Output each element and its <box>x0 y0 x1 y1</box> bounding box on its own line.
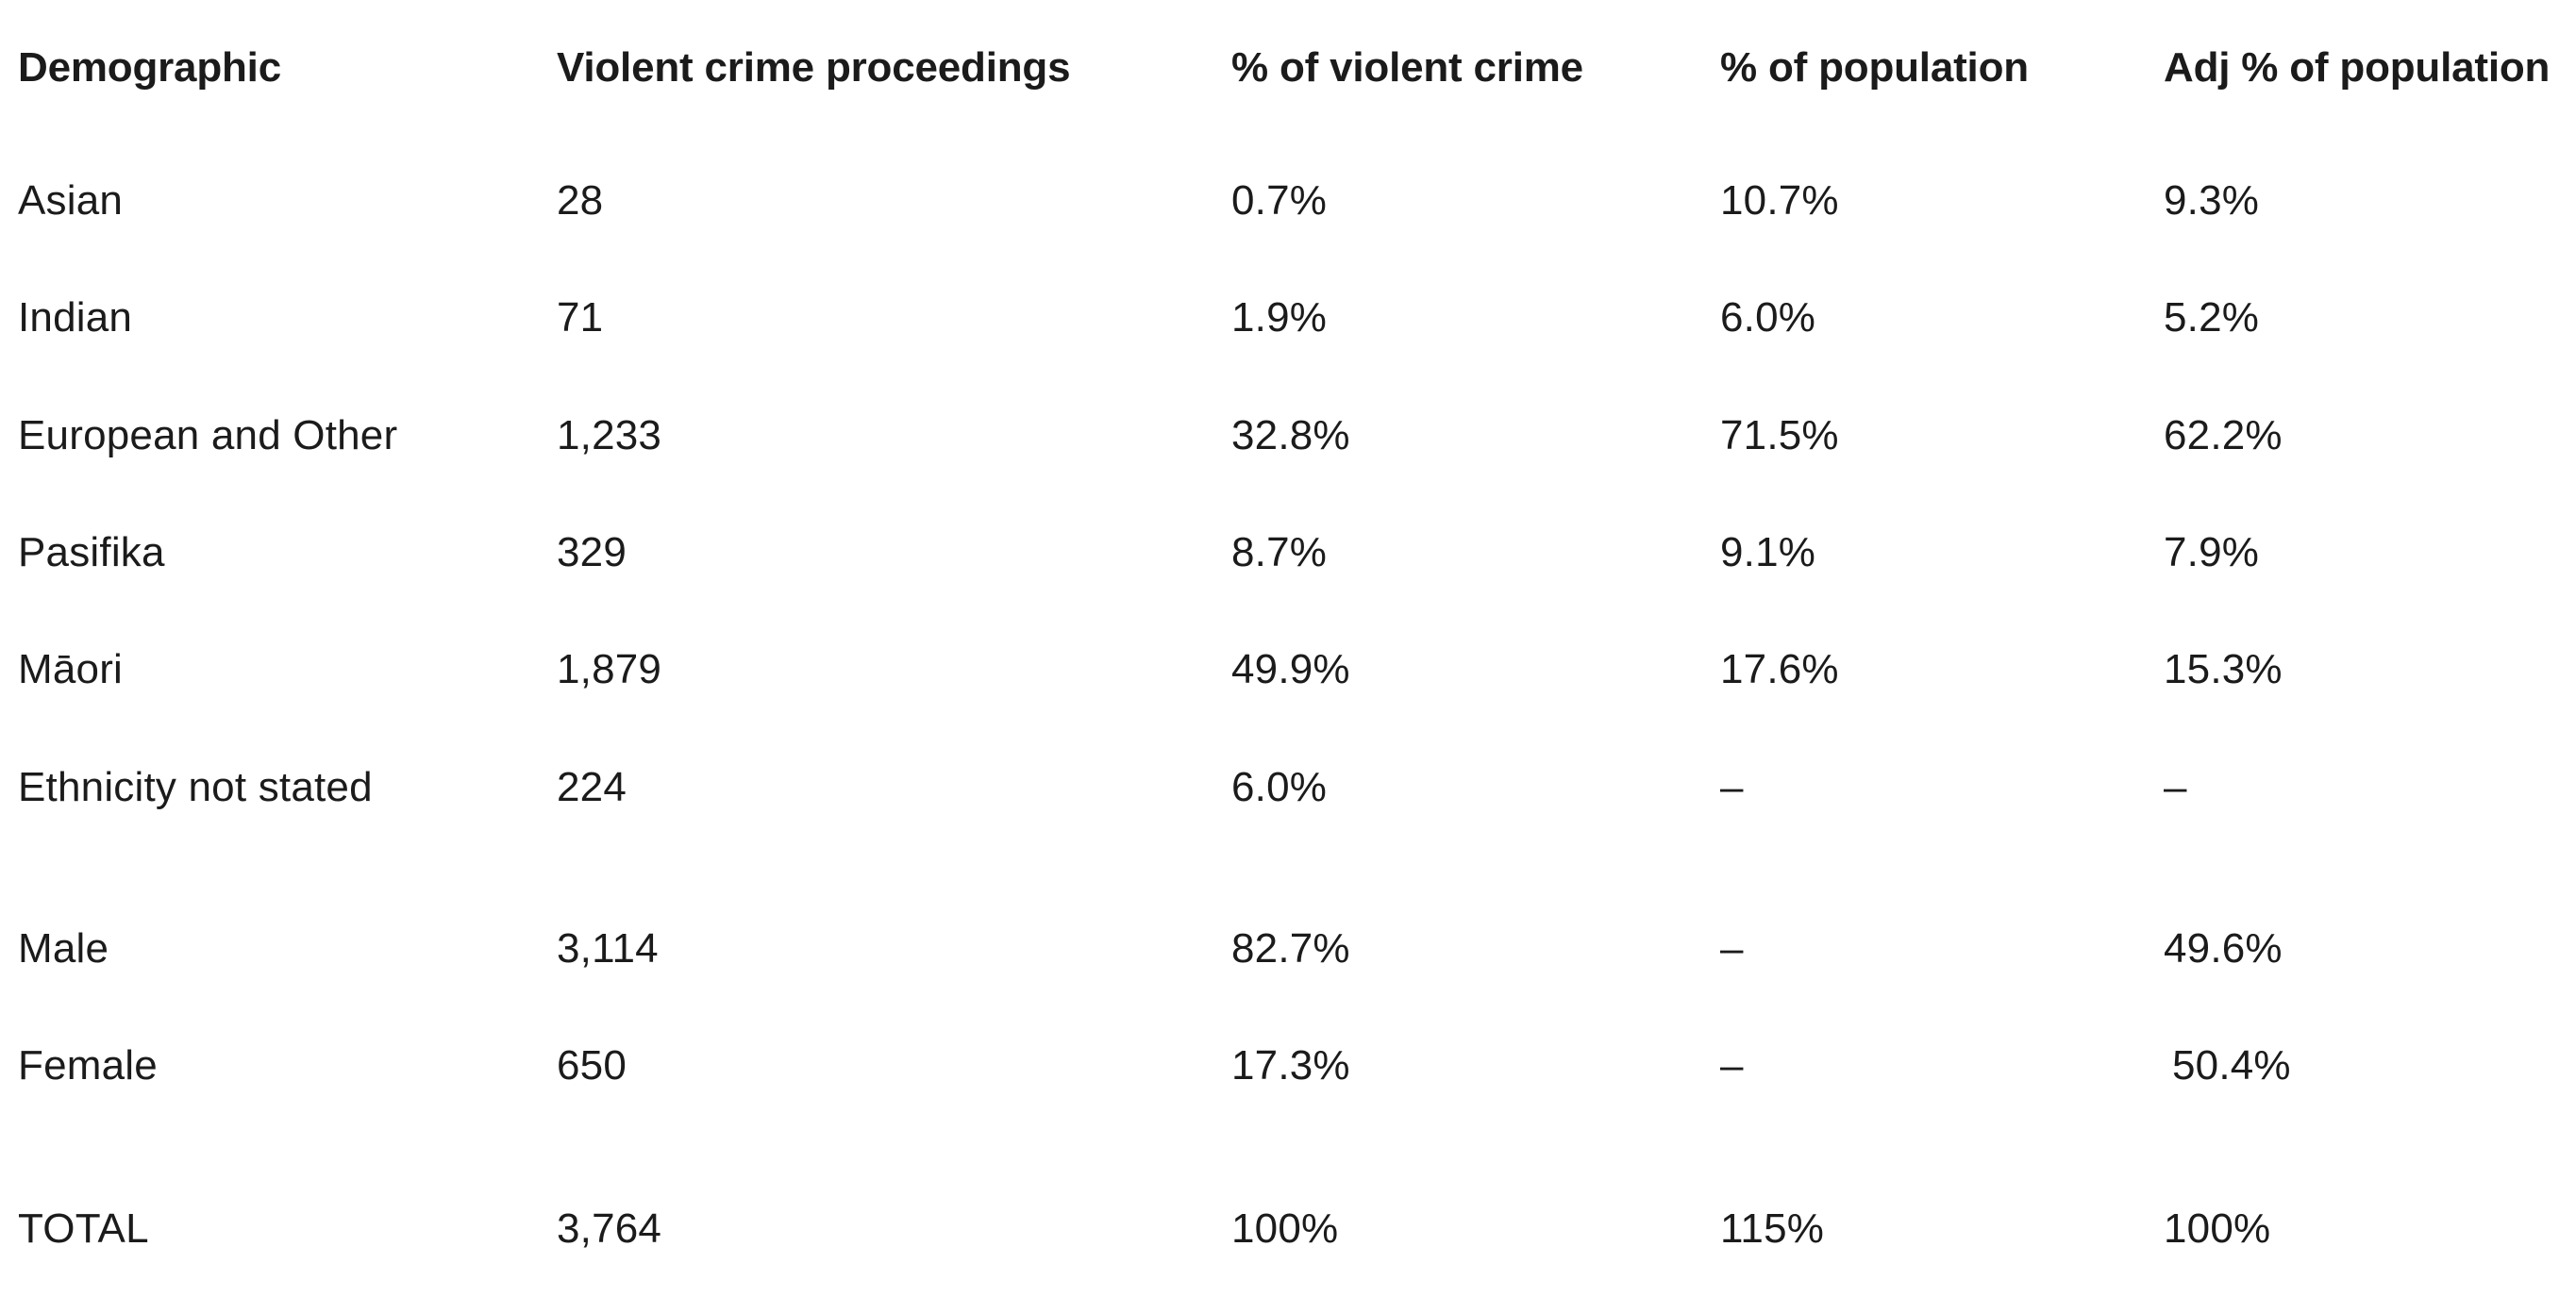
table-row: Māori 1,879 49.9% 17.6% 15.3% <box>0 632 2576 707</box>
cell-demographic: Indian <box>18 294 133 341</box>
header-pct-violent: % of violent crime <box>1231 44 1583 91</box>
cell-pct-violent: 1.9% <box>1231 294 1328 341</box>
cell-demographic: Ethnicity not stated <box>18 764 373 810</box>
cell-proceedings: 650 <box>557 1042 627 1089</box>
cell-pct-population: – <box>1720 925 1744 972</box>
cell-pct-violent: 49.9% <box>1231 646 1350 692</box>
cell-proceedings: 224 <box>557 764 627 810</box>
cell-adj-pct-population: 49.6% <box>2164 925 2283 972</box>
table-row: Ethnicity not stated 224 6.0% – – <box>0 750 2576 825</box>
cell-demographic: TOTAL <box>18 1205 149 1252</box>
cell-adj-pct-population: 100% <box>2164 1205 2271 1252</box>
cell-adj-pct-population: 9.3% <box>2164 177 2260 224</box>
header-adj-pct-population: Adj % of population <box>2164 44 2551 91</box>
cell-pct-population: – <box>1720 1042 1744 1089</box>
cell-pct-violent: 82.7% <box>1231 925 1350 972</box>
table-row: Female 650 17.3% – 50.4% <box>0 1028 2576 1104</box>
header-demographic: Demographic <box>18 44 281 91</box>
cell-proceedings: 3,114 <box>557 925 659 972</box>
cell-demographic: European and Other <box>18 412 398 458</box>
cell-adj-pct-population: 7.9% <box>2164 529 2260 575</box>
cell-demographic: Pasifika <box>18 529 165 575</box>
cell-pct-violent: 0.7% <box>1231 177 1328 224</box>
cell-pct-violent: 100% <box>1231 1205 1339 1252</box>
header-proceedings: Violent crime proceedings <box>557 44 1071 91</box>
cell-pct-population: 17.6% <box>1720 646 1839 692</box>
table-row-total: TOTAL 3,764 100% 115% 100% <box>0 1191 2576 1267</box>
cell-adj-pct-population: 5.2% <box>2164 294 2260 341</box>
cell-pct-violent: 17.3% <box>1231 1042 1350 1089</box>
cell-adj-pct-population: 62.2% <box>2164 412 2283 458</box>
cell-demographic: Māori <box>18 646 124 692</box>
table-row: Male 3,114 82.7% – 49.6% <box>0 911 2576 987</box>
cell-demographic: Asian <box>18 177 124 224</box>
cell-proceedings: 1,879 <box>557 646 662 692</box>
cell-pct-population: 115% <box>1720 1205 1825 1252</box>
cell-pct-population: 71.5% <box>1720 412 1839 458</box>
cell-proceedings: 3,764 <box>557 1205 662 1252</box>
cell-proceedings: 329 <box>557 529 627 575</box>
table-header-row: Demographic Violent crime proceedings % … <box>0 30 2576 106</box>
cell-proceedings: 71 <box>557 294 604 341</box>
cell-proceedings: 28 <box>557 177 604 224</box>
table-row: Asian 28 0.7% 10.7% 9.3% <box>0 163 2576 239</box>
table-row: Indian 71 1.9% 6.0% 5.2% <box>0 280 2576 356</box>
cell-pct-violent: 8.7% <box>1231 529 1328 575</box>
header-pct-population: % of population <box>1720 44 2029 91</box>
cell-adj-pct-population: – <box>2164 764 2187 810</box>
cell-demographic: Male <box>18 925 109 972</box>
cell-proceedings: 1,233 <box>557 412 662 458</box>
table-row: Pasifika 329 8.7% 9.1% 7.9% <box>0 515 2576 590</box>
cell-pct-violent: 6.0% <box>1231 764 1328 810</box>
cell-adj-pct-population: 50.4% <box>2172 1042 2291 1089</box>
cell-pct-population: – <box>1720 764 1744 810</box>
cell-adj-pct-population: 15.3% <box>2164 646 2283 692</box>
cell-demographic: Female <box>18 1042 158 1089</box>
cell-pct-population: 10.7% <box>1720 177 1839 224</box>
cell-pct-population: 6.0% <box>1720 294 1816 341</box>
cell-pct-violent: 32.8% <box>1231 412 1350 458</box>
cell-pct-population: 9.1% <box>1720 529 1816 575</box>
table-row: European and Other 1,233 32.8% 71.5% 62.… <box>0 398 2576 474</box>
